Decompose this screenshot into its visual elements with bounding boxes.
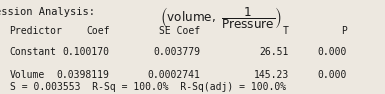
Text: Predictor: Predictor	[10, 26, 62, 36]
Text: S = 0.003553  R-Sq = 100.0%  R-Sq(adj) = 100.0%: S = 0.003553 R-Sq = 100.0% R-Sq(adj) = 1…	[10, 82, 286, 92]
Text: P: P	[341, 26, 346, 36]
Text: 0.003779: 0.003779	[153, 47, 200, 57]
Text: 0.100170: 0.100170	[63, 47, 110, 57]
Text: 26.51: 26.51	[259, 47, 289, 57]
Text: Constant: Constant	[10, 47, 57, 57]
Text: Volume: Volume	[10, 70, 45, 80]
Text: T: T	[283, 26, 289, 36]
Text: 0.0002741: 0.0002741	[147, 70, 200, 80]
Text: 0.000: 0.000	[317, 70, 347, 80]
Text: 0.000: 0.000	[317, 47, 347, 57]
Text: $\left(\mathrm{volume},\ \dfrac{1}{\mathrm{Pressure}}\right)$: $\left(\mathrm{volume},\ \dfrac{1}{\math…	[160, 5, 282, 31]
Text: 0.0398119: 0.0398119	[57, 70, 110, 80]
Text: Coef: Coef	[86, 26, 110, 36]
Text: 145.23: 145.23	[253, 70, 289, 80]
Text: SE Coef: SE Coef	[159, 26, 200, 36]
Text: Regression Analysis:: Regression Analysis:	[0, 7, 108, 17]
